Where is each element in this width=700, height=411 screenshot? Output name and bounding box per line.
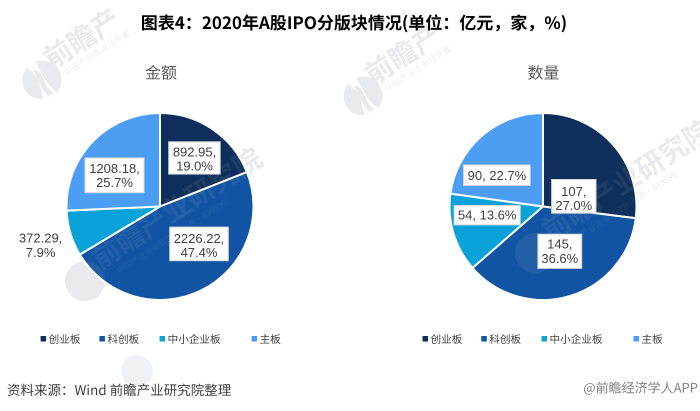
svg-text:54, 13.6%: 54, 13.6% bbox=[458, 208, 517, 223]
svg-text:892.95,: 892.95, bbox=[173, 145, 216, 160]
svg-text:107,: 107, bbox=[561, 184, 586, 199]
svg-text:145,: 145, bbox=[547, 237, 572, 252]
svg-text:7.9%: 7.9% bbox=[26, 245, 56, 260]
svg-text:47.4%: 47.4% bbox=[181, 245, 218, 260]
svg-text:2226.22,: 2226.22, bbox=[174, 231, 225, 246]
svg-text:1208.18,: 1208.18, bbox=[89, 161, 140, 176]
svg-text:36.6%: 36.6% bbox=[541, 251, 578, 266]
svg-text:27.0%: 27.0% bbox=[555, 198, 592, 213]
svg-text:25.7%: 25.7% bbox=[96, 175, 133, 190]
svg-text:90, 22.7%: 90, 22.7% bbox=[468, 168, 527, 183]
svg-text:19.0%: 19.0% bbox=[176, 159, 213, 174]
svg-text:372.29,: 372.29, bbox=[19, 231, 62, 246]
